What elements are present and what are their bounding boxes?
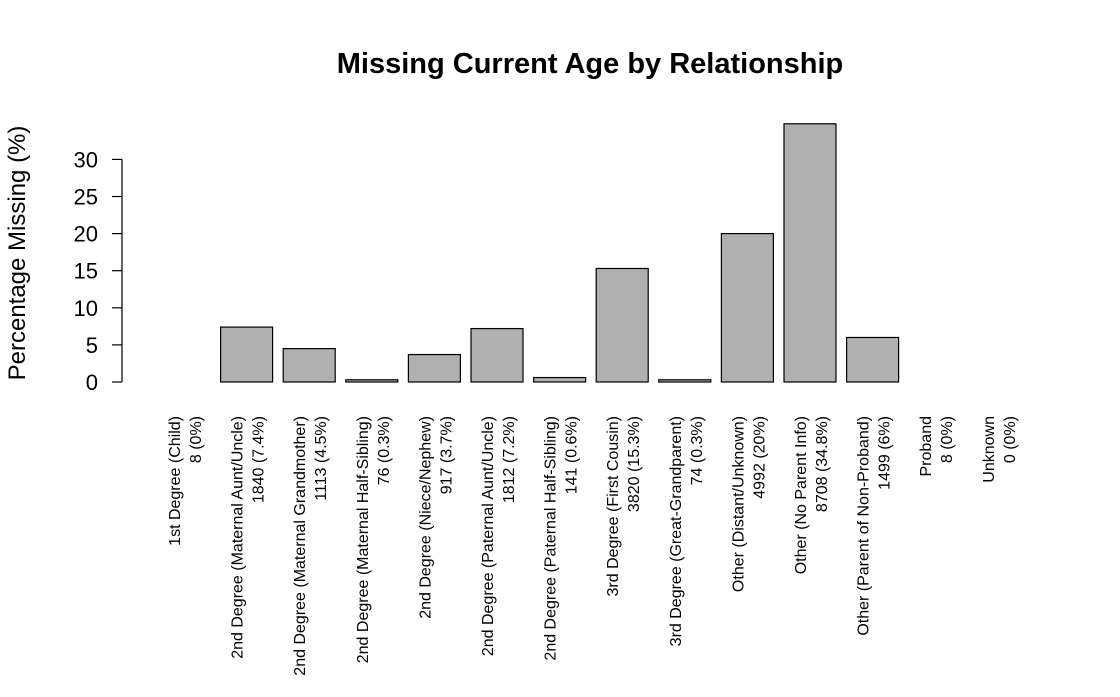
bar (532, 376, 587, 383)
x-tick-labels: 1st Degree (Child) 8 (0%) 2nd Degree (Mate… (167, 416, 1019, 676)
x-tick-label-name: 1st Degree (Child) (167, 416, 184, 546)
y-axis-label: Percentage Missing (%) (4, 126, 31, 381)
x-tick-label-count: 1113 (4.5%) (313, 416, 330, 501)
bar (658, 379, 712, 383)
x-tick-label-name: 2nd Degree (Paternal Aunt/Uncle) (480, 416, 497, 656)
x-tick-label-name: Other (Distant/Unknown) (730, 416, 747, 592)
bar (845, 336, 900, 383)
x-tick-label-count: 74 (0.3%) (689, 416, 706, 485)
x-tick-label-count: 8 (0%) (939, 416, 956, 463)
y-tick-label: 25 (74, 185, 98, 210)
x-tick-label-name: 3rd Degree (Great-Grandparent) (668, 416, 685, 646)
bar (282, 348, 336, 383)
x-tick-label-name: 2nd Degree (Niece/Nephew) (417, 416, 434, 619)
bar (470, 327, 524, 383)
x-tick-label-count: 4992 (20%) (751, 416, 768, 499)
x-tick-label-name: Other (Parent of Non-Proband) (856, 416, 873, 636)
x-tick-label-count: 8708 (34.8%) (814, 416, 831, 512)
x-tick-label-count: 3820 (15.3%) (626, 416, 643, 512)
x-tick-label-count: 1499 (6%) (877, 416, 894, 490)
x-tick-label-count: 0 (0%) (1002, 416, 1019, 463)
bar (595, 267, 649, 383)
x-tick-label-name: 3rd Degree (First Cousin) (605, 416, 622, 597)
x-tick-label-name: 2nd Degree (Paternal Half-Sibling) (543, 416, 560, 661)
y-tick-label: 5 (86, 333, 98, 358)
bar (783, 123, 837, 383)
x-tick-label-count: 1812 (7.2%) (501, 416, 518, 503)
x-tick-label-count: 76 (0.3%) (376, 416, 393, 485)
x-tick-label-count: 1840 (7.4%) (251, 416, 268, 503)
bar (720, 233, 775, 383)
y-tick-label: 30 (74, 147, 98, 172)
y-tick-label: 20 (74, 222, 98, 247)
y-tick-label: 15 (74, 259, 98, 284)
bar (220, 326, 274, 383)
x-tick-label-name: Proband (918, 416, 935, 477)
x-tick-label-name: Other (No Parent Info) (793, 416, 810, 574)
x-tick-label-count: 141 (0.6%) (564, 416, 581, 494)
bar (345, 379, 399, 383)
chart-title: Missing Current Age by Relationship (337, 48, 843, 80)
x-tick-label-name: 2nd Degree (Maternal Half-Sibling) (355, 416, 372, 663)
y-axis: 0 5 10 15 20 25 30 (74, 147, 123, 395)
x-tick-label-name: 2nd Degree (Maternal Aunt/Uncle) (230, 416, 247, 659)
y-tick-label: 10 (74, 296, 98, 321)
x-tick-label-count: 917 (3.7%) (438, 416, 455, 494)
bars-group (220, 123, 900, 383)
x-tick-label-name: 2nd Degree (Maternal Grandmother) (292, 416, 309, 676)
x-tick-label-name: Unknown (981, 416, 998, 483)
bar (407, 353, 461, 383)
x-tick-label-count: 8 (0%) (188, 416, 205, 463)
y-tick-label: 0 (86, 370, 98, 395)
